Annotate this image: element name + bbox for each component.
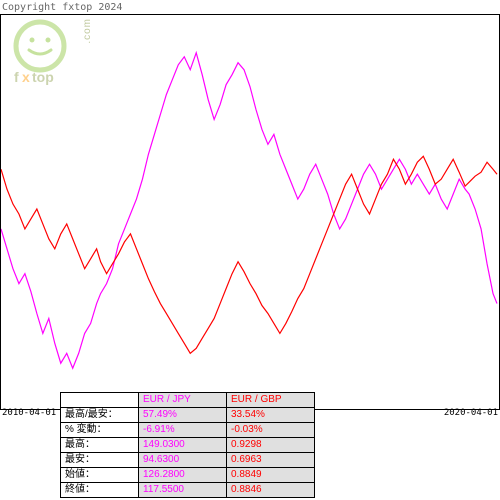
line-chart (1, 15, 499, 409)
table-row: 最安：94.63000.6963 (61, 453, 315, 468)
cell-col1: 117.5500 (139, 483, 227, 498)
header-col1: EUR / JPY (139, 393, 227, 408)
cell-col1: 126.2800 (139, 468, 227, 483)
table-header-row: EUR / JPY EUR / GBP (61, 393, 315, 408)
row-label: 始値： (61, 468, 139, 483)
table-row: 最高/最安：57.49%33.54% (61, 408, 315, 423)
header-col2: EUR / GBP (227, 393, 315, 408)
cell-col2: 0.9298 (227, 438, 315, 453)
copyright-text: Copyright fxtop 2024 (2, 2, 122, 13)
row-label: 最高： (61, 438, 139, 453)
x-axis-end-label: 2020-04-01 (444, 408, 498, 418)
x-axis-start-label: 2010-04-01 (2, 408, 56, 418)
table-row: 最高：149.03000.9298 (61, 438, 315, 453)
table-row: 始値：126.28000.8849 (61, 468, 315, 483)
row-label: 最高/最安： (61, 408, 139, 423)
cell-col1: -6.91% (139, 423, 227, 438)
row-label: % 変動： (61, 423, 139, 438)
cell-col2: 0.6963 (227, 453, 315, 468)
cell-col2: -0.03% (227, 423, 315, 438)
cell-col2: 0.8846 (227, 483, 315, 498)
summary-table: EUR / JPY EUR / GBP 最高/最安：57.49%33.54%% … (60, 392, 315, 498)
chart-container (0, 14, 500, 410)
cell-col1: 149.0300 (139, 438, 227, 453)
header-blank (61, 393, 139, 408)
cell-col2: 33.54% (227, 408, 315, 423)
row-label: 終値： (61, 483, 139, 498)
cell-col1: 57.49% (139, 408, 227, 423)
table-row: % 変動：-6.91%-0.03% (61, 423, 315, 438)
table-row: 終値：117.55000.8846 (61, 483, 315, 498)
series-line (1, 53, 497, 368)
cell-col2: 0.8849 (227, 468, 315, 483)
row-label: 最安： (61, 453, 139, 468)
series-line (1, 156, 497, 353)
cell-col1: 94.6300 (139, 453, 227, 468)
